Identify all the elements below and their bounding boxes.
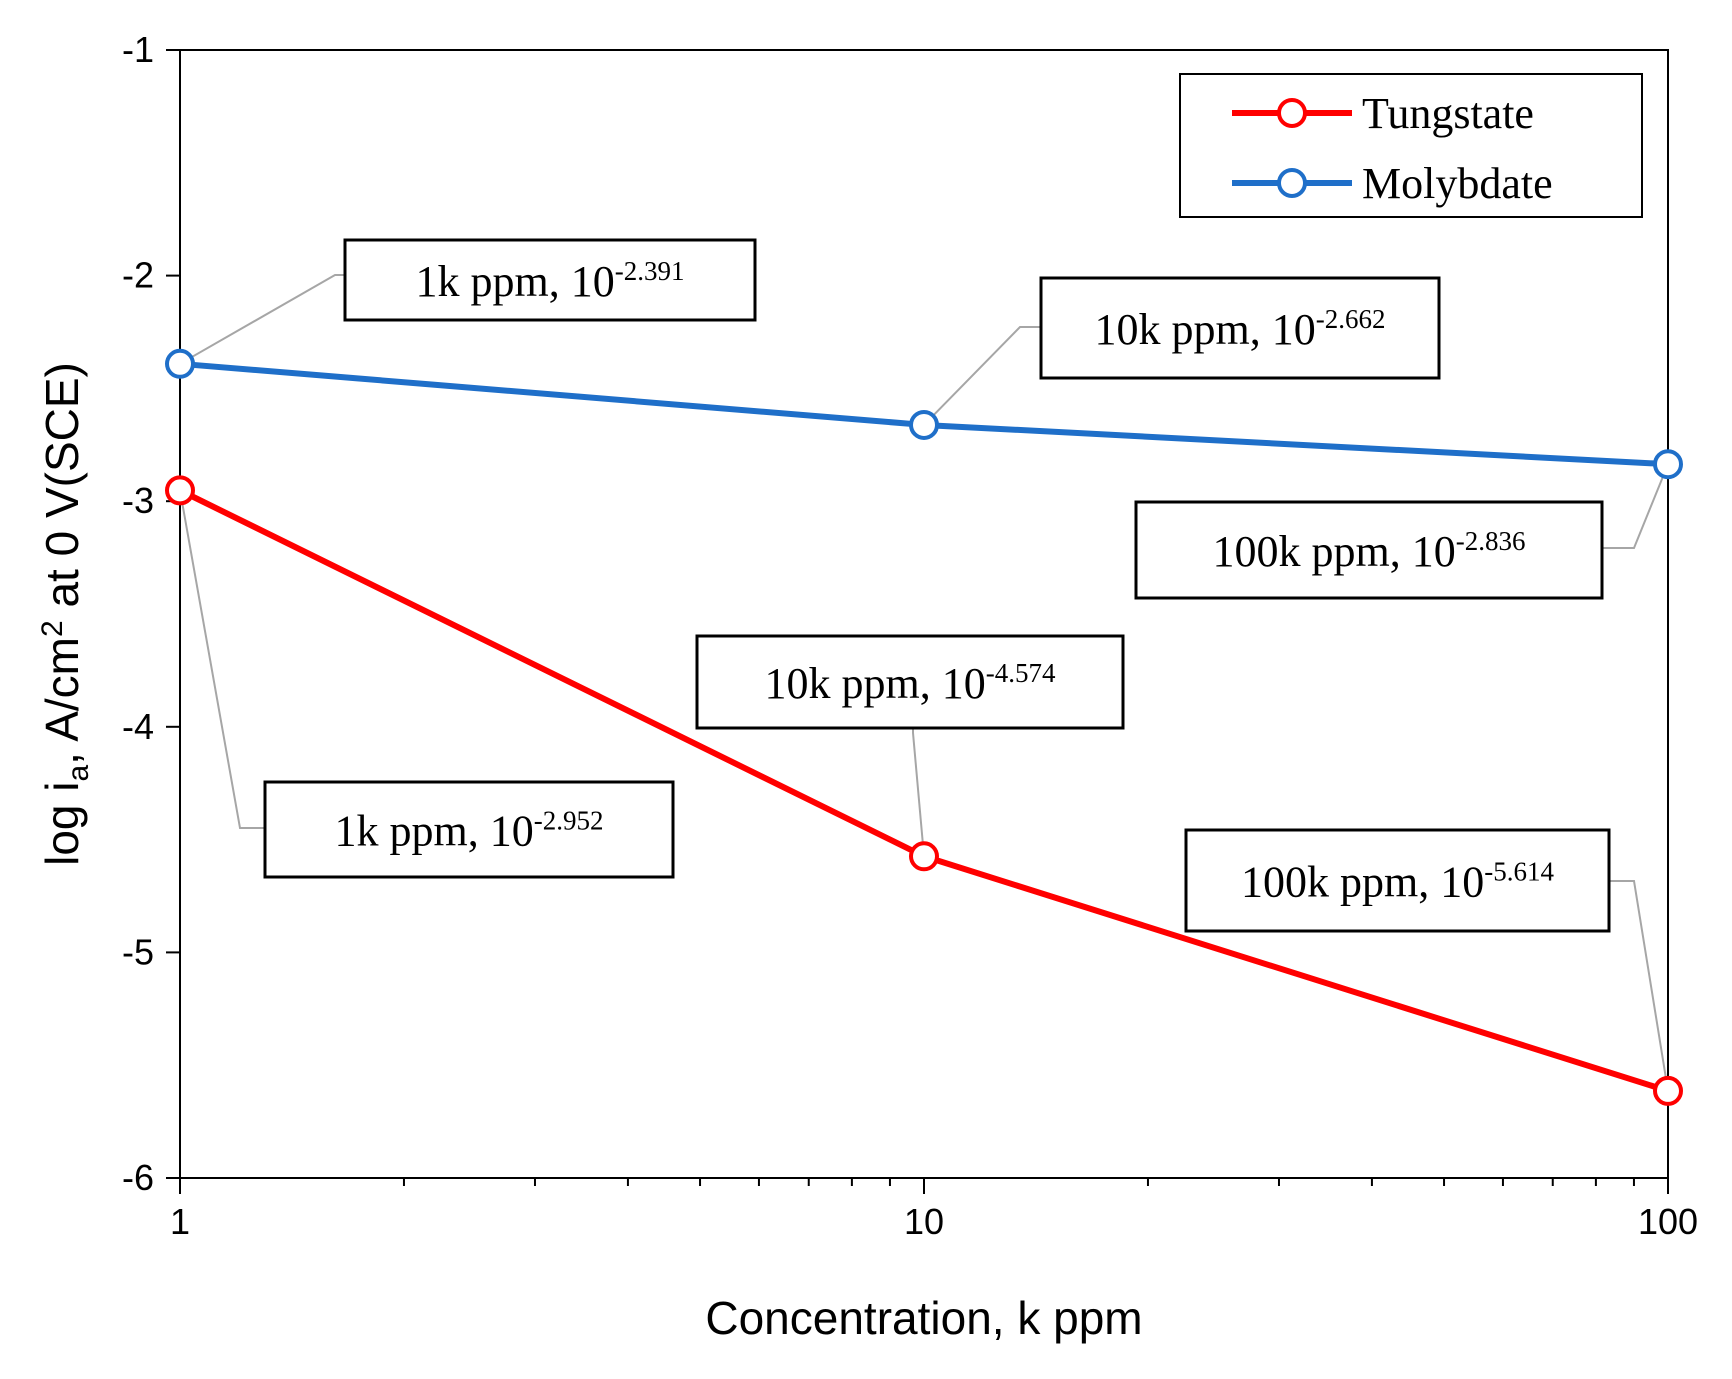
legend-marker-tungstate [1277, 98, 1307, 128]
series-markers [165, 348, 1683, 1106]
x-tick-label: 100 [1638, 1201, 1698, 1242]
annotation-leader-line [1609, 880, 1669, 1092]
y-tick-label: -6 [122, 1157, 154, 1198]
annotation-box [343, 238, 757, 322]
annotation-label-exponent: -2.836 [1456, 526, 1526, 556]
annotation-box [695, 634, 1125, 730]
annotation-box [263, 780, 675, 879]
annotation-leader-line [179, 490, 265, 829]
annotation-box [1039, 276, 1441, 380]
annotation-label-exponent: -2.391 [615, 256, 685, 286]
annotation-label: 10k ppm, 10-4.574 [765, 658, 1056, 708]
y-axis-title-part: , A/cm [36, 637, 88, 765]
annotation-leader-line [923, 326, 1041, 426]
y-axis-title-part: log i [36, 782, 88, 866]
annotation-leaders [179, 274, 1669, 1092]
legend-marker-molybdate [1277, 168, 1307, 198]
data-point-molybdate [165, 348, 195, 379]
axis-titles: Concentration, k ppm log ia, A/cm2 at 0 V… [36, 362, 1143, 1344]
y-axis-title-part: 2 [36, 620, 69, 637]
annotation-label-base: 10k ppm, 10 [1095, 305, 1316, 354]
y-axis-title-part: at 0 V(SCE) [36, 362, 88, 620]
data-point-tungstate [165, 475, 195, 506]
y-tick-label: -3 [122, 480, 154, 521]
axis-ticks: -1 -2 -3 -4 -5 -6 1 10 100 [122, 29, 1698, 1242]
legend-label-tungstate: Tungstate [1362, 89, 1534, 138]
y-tick-label: -2 [122, 255, 154, 296]
data-point-tungstate [1653, 1075, 1683, 1106]
legend-box [1179, 73, 1643, 218]
annotation-label: 100k ppm, 10-2.836 [1213, 526, 1526, 576]
x-tick-label: 1 [170, 1201, 190, 1242]
legend-label-molybdate: Molybdate [1362, 159, 1553, 208]
annotation-label-exponent: -5.614 [1484, 857, 1554, 887]
annotation-label-exponent: -2.662 [1316, 304, 1386, 334]
annotation-box [1134, 500, 1604, 600]
annotation-label-base: 100k ppm, 10 [1241, 858, 1484, 907]
annotation-label-exponent: -2.952 [534, 806, 604, 836]
annotation-label-base: 1k ppm, 10 [416, 257, 615, 306]
annotation-label-base: 1k ppm, 10 [335, 807, 534, 856]
annotation-label: 1k ppm, 10-2.391 [416, 256, 685, 306]
x-tick-label: 10 [904, 1201, 944, 1242]
y-tick-label: -5 [122, 931, 154, 972]
annotation-label-base: 100k ppm, 10 [1213, 527, 1456, 576]
annotation-label: 10k ppm, 10-2.662 [1095, 304, 1386, 354]
annotation-leader-line [912, 728, 925, 857]
data-point-molybdate [909, 409, 939, 440]
y-tick-label: -1 [122, 29, 154, 70]
annotation-label: 100k ppm, 10-5.614 [1241, 857, 1554, 907]
annotation-box [1184, 828, 1611, 933]
y-axis-title: log ia, A/cm2 at 0 V(SCE) [36, 362, 95, 866]
annotation-leader-line [179, 274, 345, 365]
x-axis-title: Concentration, k ppm [705, 1292, 1142, 1344]
legend: Tungstate Molybdate [1179, 73, 1643, 218]
annotation-label-base: 10k ppm, 10 [765, 659, 986, 708]
annotation-label-exponent: -4.574 [986, 658, 1056, 688]
annotation-leader-line [1602, 463, 1669, 549]
y-tick-label: -4 [122, 706, 154, 747]
annotation-label: 1k ppm, 10-2.952 [335, 806, 604, 856]
data-point-tungstate [909, 841, 939, 872]
data-point-molybdate [1653, 449, 1683, 480]
y-axis-title-part: a [62, 765, 95, 782]
